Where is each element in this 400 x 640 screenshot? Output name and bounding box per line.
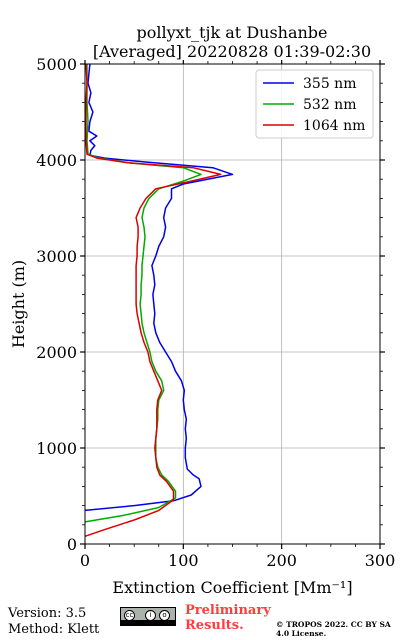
x-tick-label: 300 [365, 551, 396, 570]
x-tick-label: 0 [80, 551, 90, 570]
y-tick-label: 2000 [36, 343, 77, 362]
series-line-1064-nm [84, 63, 222, 538]
legend-label: 1064 nm [303, 118, 365, 134]
y-axis-label: Height (m) [9, 260, 28, 348]
series-lines [84, 63, 234, 538]
x-tick-label: 100 [168, 551, 199, 570]
version-text: Version: 3.5 [8, 606, 87, 621]
x-tick-label: 200 [266, 551, 297, 570]
x-axis-label: Extinction Coefficient [Mm⁻¹] [112, 578, 352, 597]
chart-title: pollyxt_tjk at Dushanbe [136, 23, 327, 42]
y-tick-label: 0 [67, 535, 77, 554]
copyright-text: © TROPOS 2022. CC BY SA 4.0 License. [276, 620, 391, 638]
y-tick-label: 5000 [36, 55, 77, 74]
preliminary-results-text: Preliminary Results. [185, 603, 271, 633]
y-tick-label: 3000 [36, 247, 77, 266]
cc-bar [121, 620, 175, 625]
method-text: Method: Klett [8, 622, 100, 637]
legend-label: 355 nm [303, 76, 356, 92]
y-tick-label: 4000 [36, 151, 77, 170]
legend-box [255, 69, 374, 139]
chart-subtitle: [Averaged] 20220828 01:39-02:30 [93, 42, 371, 61]
legend: 355 nm 532 nm 1064 nm [255, 69, 374, 139]
legend-label: 532 nm [303, 97, 356, 113]
y-tick-label: 1000 [36, 439, 77, 458]
cc-license-logo: cc i o [120, 607, 176, 626]
series-line-355-nm [84, 63, 234, 512]
